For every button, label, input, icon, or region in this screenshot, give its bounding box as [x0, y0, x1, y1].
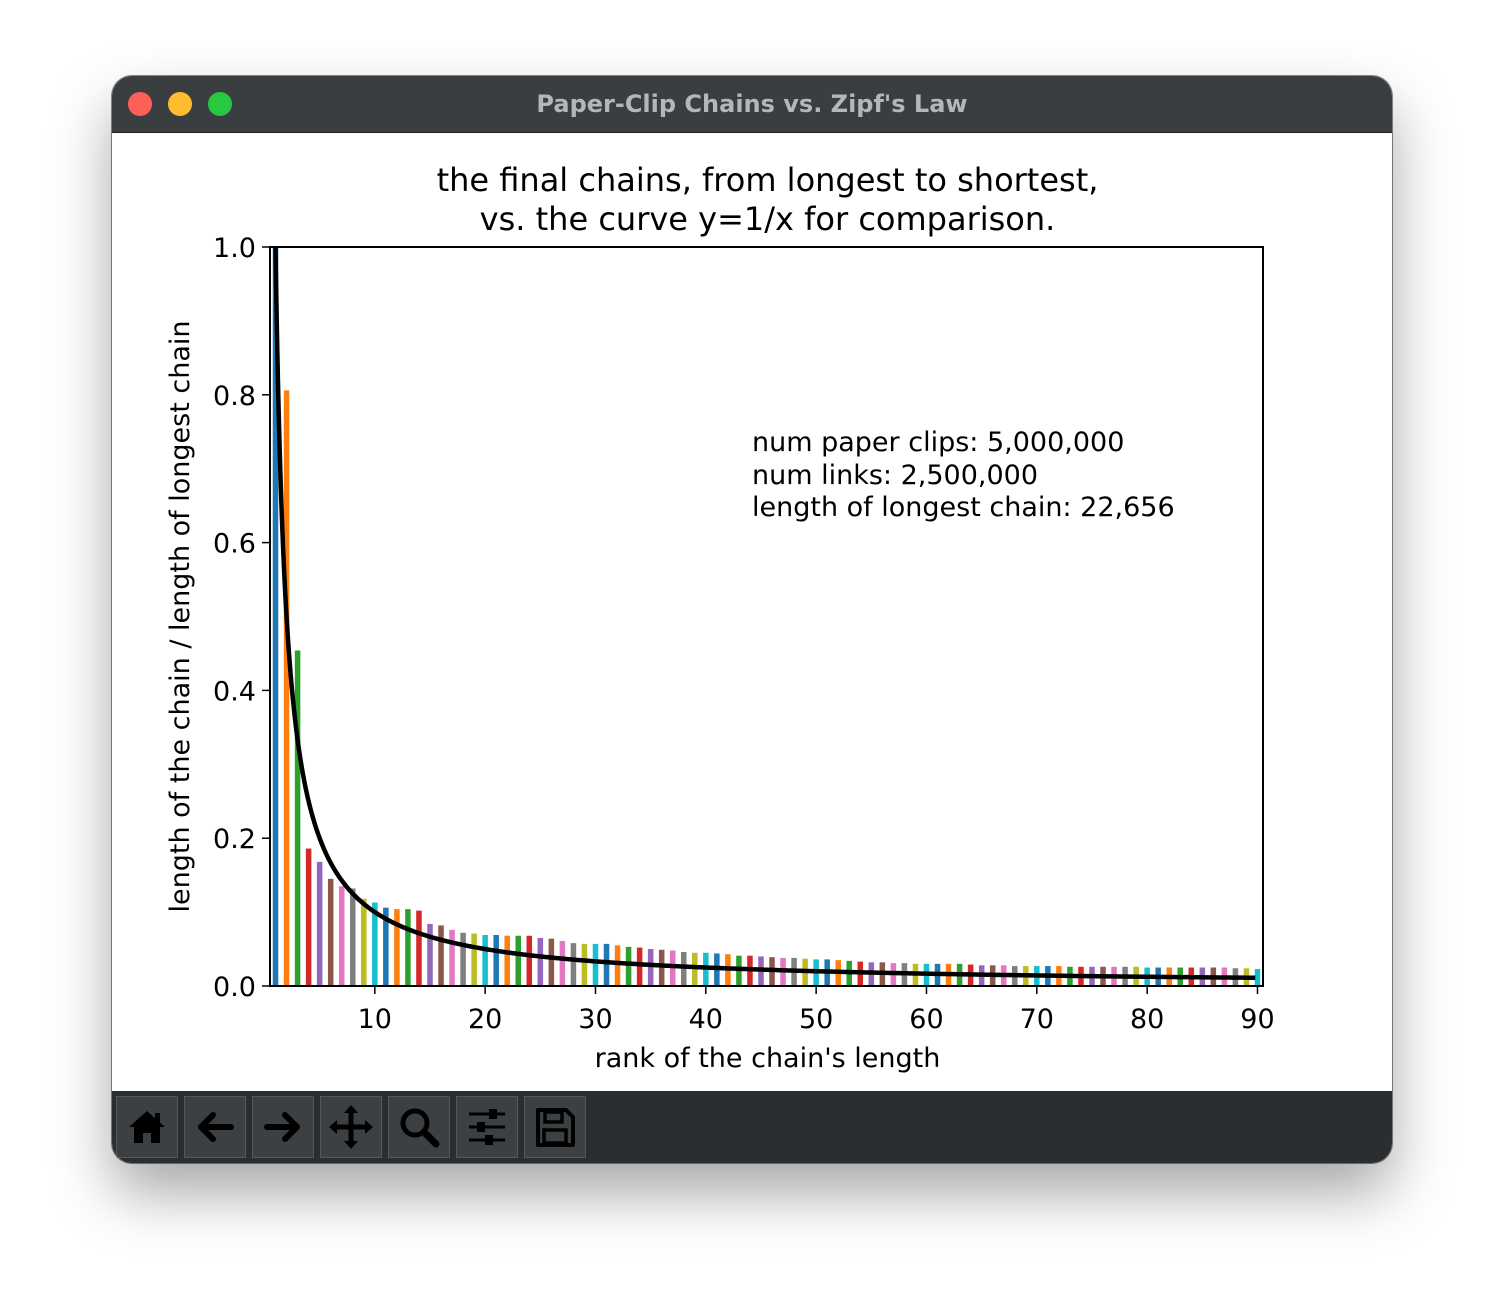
stats-line-1: num paper clips: 5,000,000 [752, 427, 1124, 458]
bar-rank-13 [405, 909, 411, 986]
zoom-button[interactable] [388, 1096, 450, 1158]
configure-subplots-button[interactable] [456, 1096, 518, 1158]
bar-rank-1 [272, 247, 279, 986]
bar-rank-16 [438, 925, 444, 986]
x-tick-label: 80 [1130, 1004, 1164, 1035]
bar-rank-28 [570, 943, 577, 986]
bar-rank-25 [537, 937, 544, 986]
x-tick-label: 70 [1020, 1004, 1054, 1035]
bar-rank-39 [692, 952, 698, 986]
bar-rank-4 [305, 848, 312, 986]
bar-rank-20 [482, 935, 488, 986]
bar-rank-9 [361, 898, 367, 986]
bar-rank-10 [372, 902, 378, 986]
magnifier-icon [400, 1108, 440, 1148]
stats-line-3: length of longest chain: 22,656 [752, 492, 1175, 523]
x-axis-label: rank of the chain's length [595, 1043, 941, 1074]
title-bar: Paper-Clip Chains vs. Zipf's Law [112, 76, 1392, 133]
x-tick-label: 60 [909, 1004, 943, 1035]
stats-line-2: num links: 2,500,000 [752, 460, 1038, 491]
floppy-disk-icon [536, 1108, 575, 1147]
bar-rank-33 [625, 946, 632, 986]
y-tick-label: 0.4 [213, 676, 256, 707]
chart-title-line-1: the final chains, from longest to shorte… [437, 161, 1099, 199]
pan-button[interactable] [320, 1096, 382, 1158]
x-tick-label: 10 [358, 1004, 392, 1035]
home-icon [129, 1111, 165, 1143]
figure-canvas[interactable]: the final chains, from longest to shorte… [112, 133, 1392, 1091]
app-window: Paper-Clip Chains vs. Zipf's Law the fin… [112, 76, 1392, 1163]
bars-group [272, 247, 1261, 986]
y-tick-label: 0.2 [213, 824, 256, 855]
plot-frame [269, 246, 1264, 987]
bar-rank-36 [658, 949, 665, 986]
y-tick-label: 1.0 [213, 233, 256, 264]
y-tick-label: 0.6 [213, 529, 256, 560]
bar-rank-29 [581, 943, 588, 986]
arrow-right-icon [264, 1112, 300, 1142]
bar-rank-5 [316, 861, 323, 986]
bar-rank-35 [647, 949, 654, 986]
sliders-icon [469, 1109, 505, 1145]
y-axis-ticks: 0.0 0.2 0.4 0.6 0.8 1.0 [213, 233, 270, 1003]
bar-rank-14 [416, 910, 422, 986]
bar-rank-17 [449, 929, 455, 986]
bar-chart: the final chains, from longest to shorte… [165, 161, 1275, 1074]
chart-title-line-2: vs. the curve y=1/x for comparison. [480, 200, 1056, 238]
bar-rank-7 [338, 886, 345, 986]
back-button[interactable] [184, 1096, 246, 1158]
move-icon [329, 1105, 373, 1149]
save-button[interactable] [524, 1096, 586, 1158]
arrow-left-icon [198, 1112, 234, 1142]
bar-rank-19 [471, 933, 477, 986]
bar-rank-31 [603, 943, 610, 986]
bar-rank-22 [504, 935, 510, 986]
bar-rank-12 [394, 909, 400, 986]
bar-rank-23 [515, 935, 522, 986]
bar-rank-32 [614, 945, 621, 986]
maximize-window-button[interactable] [208, 92, 232, 116]
bar-rank-34 [636, 947, 643, 986]
x-tick-label: 50 [799, 1004, 833, 1035]
bar-rank-24 [526, 935, 533, 986]
bar-rank-26 [548, 938, 555, 986]
bar-rank-21 [493, 935, 499, 986]
reciprocal-curve [273, 246, 1256, 981]
bar-rank-27 [559, 940, 566, 986]
y-axis-label: length of the chain / length of longest … [165, 320, 196, 912]
x-tick-label: 40 [689, 1004, 723, 1035]
x-axis-ticks: 10 20 30 40 50 60 70 80 90 [358, 986, 1275, 1035]
bar-rank-3 [294, 650, 301, 986]
navigation-toolbar [112, 1091, 1392, 1163]
bar-rank-38 [680, 952, 687, 986]
bar-rank-11 [383, 907, 389, 986]
window-title: Paper-Clip Chains vs. Zipf's Law [536, 90, 968, 118]
bar-rank-8 [349, 888, 356, 986]
x-tick-label: 30 [578, 1004, 612, 1035]
bar-rank-18 [460, 932, 466, 986]
x-tick-label: 90 [1240, 1004, 1274, 1035]
bar-rank-30 [592, 943, 599, 986]
forward-button[interactable] [252, 1096, 314, 1158]
y-tick-label: 0.0 [213, 972, 256, 1003]
x-tick-label: 20 [468, 1004, 502, 1035]
bar-rank-6 [327, 878, 334, 986]
home-button[interactable] [116, 1096, 178, 1158]
bar-rank-15 [427, 923, 433, 986]
minimize-window-button[interactable] [168, 92, 192, 116]
bar-rank-2 [283, 390, 290, 986]
y-tick-label: 0.8 [213, 381, 256, 412]
bar-rank-90 [1254, 969, 1261, 986]
close-window-button[interactable] [128, 92, 152, 116]
